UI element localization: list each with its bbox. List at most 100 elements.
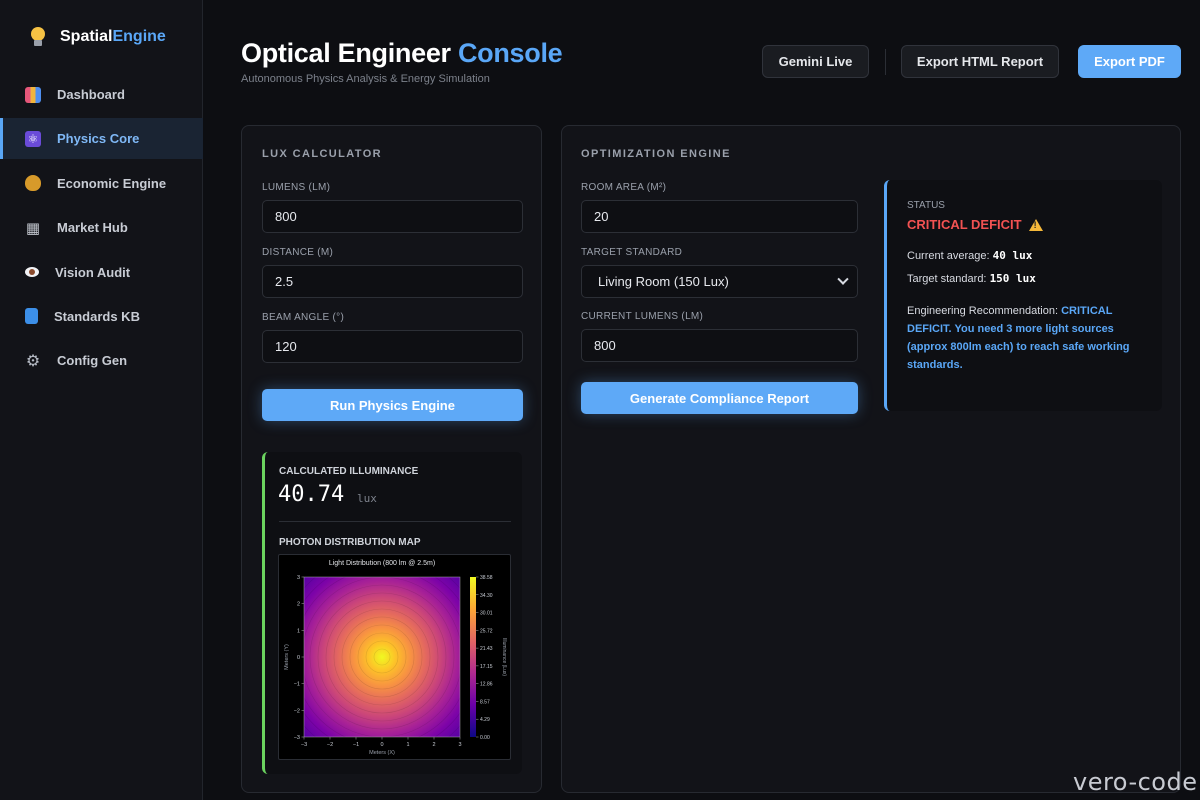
illuminance-value: 40.74	[278, 482, 345, 507]
eye-icon	[25, 267, 39, 278]
heatmap-title: Light Distribution (800 lm @ 2.5m)	[329, 560, 435, 567]
status-value: CRITICAL DEFICIT	[907, 217, 1043, 232]
y-tick-label: −1	[294, 682, 300, 688]
photon-distribution-map: Light Distribution (800 lm @ 2.5m) −3 −2 −…	[269, 544, 511, 770]
y-tick-label: 3	[297, 575, 300, 581]
sidebar-item-label: Config Gen	[57, 353, 128, 369]
export-html-button[interactable]: Export HTML Report	[901, 45, 1059, 78]
sidebar-item-label: Economic Engine	[57, 175, 167, 191]
export-pdf-button[interactable]: Export PDF	[1078, 45, 1181, 78]
colorbar-tick-label: 17.15	[480, 664, 493, 670]
target-standard-select[interactable]: Living Room (150 Lux)	[581, 265, 858, 298]
brand-logo[interactable]: Spatial Engine	[30, 27, 166, 47]
sidebar-item-label: Dashboard	[57, 87, 125, 102]
target-standard-value: Living Room (150 Lux)	[598, 274, 729, 289]
sidebar-item-label: Standards KB	[54, 308, 140, 324]
status-card: STATUS CRITICAL DEFICIT Current average:…	[884, 180, 1162, 411]
gear-icon: ⚙	[25, 352, 41, 370]
sidebar-item-economic-engine[interactable]: Economic Engine	[0, 163, 203, 204]
atom-icon: ⚛	[25, 130, 41, 147]
heatmap-chart: Light Distribution (800 lm @ 2.5m) −3 −2 −…	[269, 544, 507, 770]
cart-icon: ▦	[25, 219, 41, 237]
recommendation-prefix: Engineering Recommendation:	[907, 305, 1059, 317]
current-lumens-input[interactable]: 800	[581, 329, 858, 362]
generate-compliance-report-button[interactable]: Generate Compliance Report	[581, 382, 858, 414]
contour-ring	[325, 600, 439, 714]
heatmap-plot-area	[304, 577, 460, 737]
heatmap-x-axis: −3 −2 −1 0 1 2 3	[301, 737, 462, 748]
sidebar-item-label: Market Hub	[57, 220, 128, 236]
engineering-recommendation: Engineering Recommendation: CRITICAL DEF…	[907, 302, 1147, 374]
target-standard-line: Target standard: 150 lux	[907, 272, 1036, 285]
sidebar-item-market-hub[interactable]: ▦ Market Hub	[0, 207, 203, 248]
heatmap-y-axis: 3 2 1 0 −1 −2 −3	[294, 575, 304, 741]
heatmap-colorbar-ticks: 38.58 34.30 30.01 25.72 21.43 17.15 12.86 8.57 4…	[476, 575, 493, 741]
distance-input[interactable]: 2.5	[262, 265, 523, 298]
contour-ring	[373, 648, 391, 666]
heatmap-colorbar-label: Illuminance (Lux)	[501, 638, 507, 676]
sidebar-nav: Dashboard ⚛ Physics Core Economic Engine…	[0, 74, 203, 385]
sidebar-item-config-gen[interactable]: ⚙ Config Gen	[0, 340, 203, 381]
recommendation-text: CRITICAL DEFICIT. You need 3 more light …	[907, 305, 1130, 371]
brand-name-part2: Engine	[112, 28, 166, 45]
watermark: vero-code	[1073, 768, 1198, 796]
money-bag-icon	[25, 175, 41, 192]
lux-calculator-panel: LUX CALCULATOR LUMENS (LM) 800 DISTANCE …	[241, 125, 542, 793]
y-tick-label: −3	[294, 735, 300, 741]
y-tick-label: 1	[297, 628, 300, 634]
lumens-input[interactable]: 800	[262, 200, 523, 233]
optimization-engine-panel: OPTIMIZATION ENGINE ROOM AREA (M²) 20 TA…	[561, 125, 1181, 793]
result-divider	[279, 521, 511, 522]
contour-ring	[317, 592, 447, 722]
contour-ring	[357, 632, 407, 682]
status-label: STATUS	[907, 200, 945, 211]
current-average-line: Current average: 40 lux	[907, 249, 1032, 262]
target-standard-lux: 150 lux	[989, 272, 1036, 285]
sidebar-item-standards-kb[interactable]: Standards KB	[0, 296, 203, 337]
room-area-input[interactable]: 20	[581, 200, 858, 233]
optimization-panel-title: OPTIMIZATION ENGINE	[581, 148, 731, 160]
contour-ring	[285, 560, 479, 754]
contour-ring	[365, 640, 399, 674]
heatmap-ylabel: Meters (Y)	[284, 644, 290, 670]
contour-ring	[333, 608, 431, 706]
status-text: CRITICAL DEFICIT	[907, 217, 1022, 232]
x-tick-label: 2	[432, 742, 435, 748]
room-area-label: ROOM AREA (M²)	[581, 182, 667, 193]
sidebar-item-label: Physics Core	[57, 131, 140, 147]
header-divider	[885, 49, 886, 75]
current-average-label: Current average:	[907, 250, 990, 262]
contour-ring	[341, 616, 423, 698]
sidebar-item-vision-audit[interactable]: Vision Audit	[0, 252, 203, 293]
x-tick-label: −3	[301, 742, 307, 748]
warning-icon	[1028, 218, 1043, 231]
result-card: CALCULATED ILLUMINANCE 40.74 lux PHOTON …	[262, 452, 522, 774]
x-tick-label: −2	[327, 742, 333, 748]
chevron-down-icon	[837, 273, 849, 285]
heatmap-colorbar	[470, 577, 476, 737]
colorbar-tick-label: 12.86	[480, 682, 493, 688]
y-tick-label: 2	[297, 602, 300, 608]
run-physics-engine-button[interactable]: Run Physics Engine	[262, 389, 523, 421]
beam-angle-input[interactable]: 120	[262, 330, 523, 363]
book-icon	[25, 308, 38, 325]
beam-angle-label: BEAM ANGLE (°)	[262, 312, 345, 323]
brand-name-part1: Spatial	[60, 28, 113, 45]
illuminance-unit: lux	[357, 492, 377, 505]
photon-map-label: PHOTON DISTRIBUTION MAP	[279, 537, 421, 548]
sidebar-item-physics-core[interactable]: ⚛ Physics Core	[0, 118, 203, 160]
colorbar-tick-label: 21.43	[480, 646, 493, 652]
x-tick-label: 3	[458, 742, 461, 748]
contour-ring	[349, 624, 415, 690]
contour-ring	[309, 584, 455, 730]
sidebar-item-dashboard[interactable]: Dashboard	[0, 74, 203, 115]
page-title-accent: Console	[457, 38, 563, 68]
target-standard-label: TARGET STANDARD	[581, 247, 683, 258]
colorbar-tick-label: 30.01	[480, 611, 493, 617]
colorbar-tick-label: 4.29	[480, 717, 490, 723]
heatmap-xlabel: Meters (X)	[369, 750, 395, 756]
colorbar-tick-label: 34.30	[480, 593, 493, 599]
lightbulb-icon	[30, 27, 46, 47]
gemini-live-button[interactable]: Gemini Live	[762, 45, 869, 78]
y-tick-label: −2	[294, 708, 300, 714]
